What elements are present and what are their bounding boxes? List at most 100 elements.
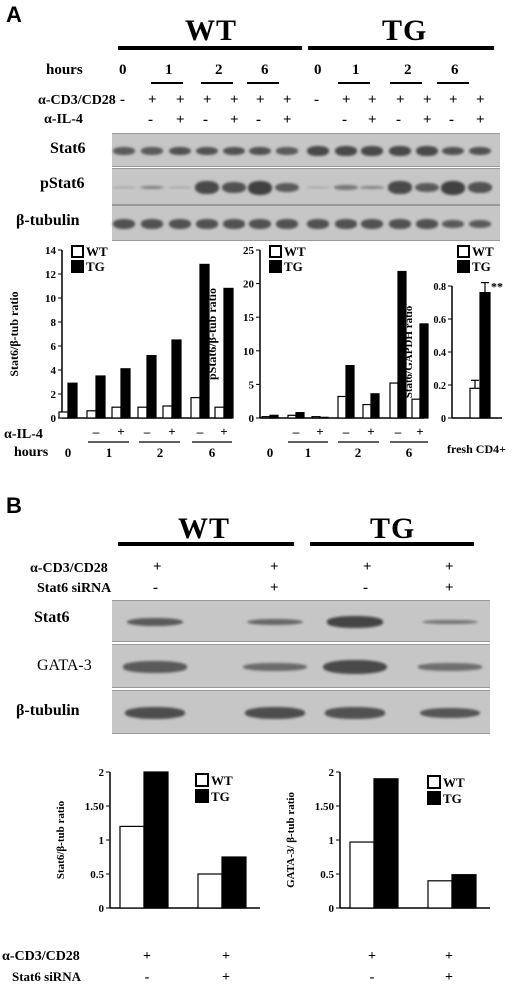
bar-wt (349, 841, 375, 909)
il4-sign: - (256, 112, 261, 128)
significance-mark: ** (491, 280, 503, 294)
il4-row-label-bottom: α-IL-4 (4, 427, 43, 442)
legend-label-wt: WT (284, 244, 306, 259)
blot-band (442, 146, 464, 156)
sirna-sign-b: - (153, 580, 158, 596)
bar-wt (162, 405, 173, 419)
bar-wt (287, 414, 297, 419)
bar-tg (269, 414, 279, 419)
il4-sign-bottom: – (292, 424, 300, 439)
y-tick-label: 2 (99, 767, 105, 779)
blot-band (360, 186, 384, 189)
blot-btubulin (112, 205, 500, 241)
cd3-sign-bottom: + (368, 949, 376, 964)
y-tick-label: 0 (249, 413, 255, 425)
y-tick-label: 0.4 (434, 348, 447, 359)
il4-sign-bottom: – (196, 424, 204, 439)
il4-sign: - (148, 112, 153, 128)
bar-tg (95, 375, 106, 419)
il4-sign-bottom: – (342, 424, 350, 439)
cd3-sign: + (423, 92, 432, 108)
blot-band (389, 219, 411, 229)
cd3-sign: + (449, 92, 458, 108)
il4-row-label: α-IL-4 (44, 112, 83, 127)
legend-swatch-tg (269, 260, 282, 273)
hours-value: 1 (165, 62, 173, 78)
blot-band (113, 147, 135, 155)
blot-band (196, 146, 218, 156)
blot-band (422, 619, 478, 625)
il4-sign: - (449, 112, 454, 128)
il4-sign: + (423, 112, 432, 128)
il4-sign: + (230, 112, 239, 128)
y-tick-label: 0.5 (90, 869, 104, 881)
cd3-sign-b: + (363, 559, 372, 575)
blot-band (243, 663, 307, 671)
bar-tg (67, 382, 78, 419)
legend-swatch-tg (427, 791, 441, 805)
legend-swatch-wt (269, 245, 282, 258)
cd3-sign-b: + (445, 559, 454, 575)
bar-wt (411, 398, 421, 419)
hours-underline (247, 82, 279, 84)
blot-band (442, 219, 464, 229)
blot-band (335, 219, 357, 229)
blot-band (169, 219, 191, 229)
legend-swatch-wt (71, 245, 84, 258)
hours-value: 6 (261, 62, 269, 78)
y-tick-label: 0.2 (434, 381, 447, 392)
bar-tg (319, 416, 329, 419)
blot-pstat6 (112, 168, 500, 205)
blot-band (307, 146, 329, 156)
cd3-sign: + (148, 92, 157, 108)
il4-sign: + (283, 112, 292, 128)
sirna-sign-b: + (445, 580, 454, 596)
bar-tg (419, 323, 429, 419)
cd3-sign: - (314, 92, 319, 108)
legend-label-tg: TG (472, 259, 491, 274)
y-tick-label: 12 (45, 269, 57, 281)
blot-band (125, 707, 185, 719)
blot-band (441, 180, 465, 195)
blot-band (306, 186, 330, 189)
bar-tg (171, 339, 182, 419)
hours-value-bottom: 2 (157, 445, 164, 460)
blot-band (245, 707, 305, 719)
legend-label-tg: TG (86, 259, 105, 274)
y-tick-label: 8 (51, 317, 57, 329)
cd3-sign-bottom: + (143, 949, 151, 964)
blot-band (247, 618, 303, 626)
group-bar-tg-b (310, 542, 474, 546)
blot-band (327, 616, 383, 628)
y-tick-label: 20 (243, 279, 255, 291)
hours-value: 1 (352, 62, 360, 78)
blot-band (141, 219, 163, 229)
blot-label-pstat6: pStat6 (40, 175, 85, 192)
y-tick-label: 2 (329, 767, 335, 779)
il4-sign-bottom: – (92, 424, 100, 439)
il4-sign-bottom: – (394, 424, 402, 439)
hours-underline (437, 82, 469, 84)
hours-label: hours (46, 62, 83, 78)
cd3-row-label-bottom: α-CD3/CD28 (2, 949, 80, 964)
y-tick-label: 2 (51, 389, 57, 401)
sirna-sign-bottom: - (145, 970, 150, 985)
y-tick-label: 1.50 (315, 801, 335, 813)
y-tick-label: 10 (45, 293, 57, 305)
blot-band (468, 181, 492, 194)
group-label-wt-b: WT (178, 512, 231, 545)
blot-band (223, 146, 245, 156)
bar-wt (190, 397, 201, 419)
sirna-sign-b: + (270, 580, 279, 596)
legend-label-wt: WT (443, 775, 465, 790)
il4-sign-bottom: + (220, 424, 227, 439)
hours-value-bottom: 6 (209, 445, 216, 460)
blot-band (276, 219, 298, 229)
bar-tg (120, 368, 131, 419)
group-label-wt: WT (185, 14, 238, 47)
blot-label-stat6-b: Stat6 (34, 609, 70, 626)
legend-label-wt: WT (86, 244, 108, 259)
bar-tg (223, 287, 234, 419)
il4-sign-bottom: + (416, 424, 423, 439)
hours-value: 0 (314, 62, 322, 78)
